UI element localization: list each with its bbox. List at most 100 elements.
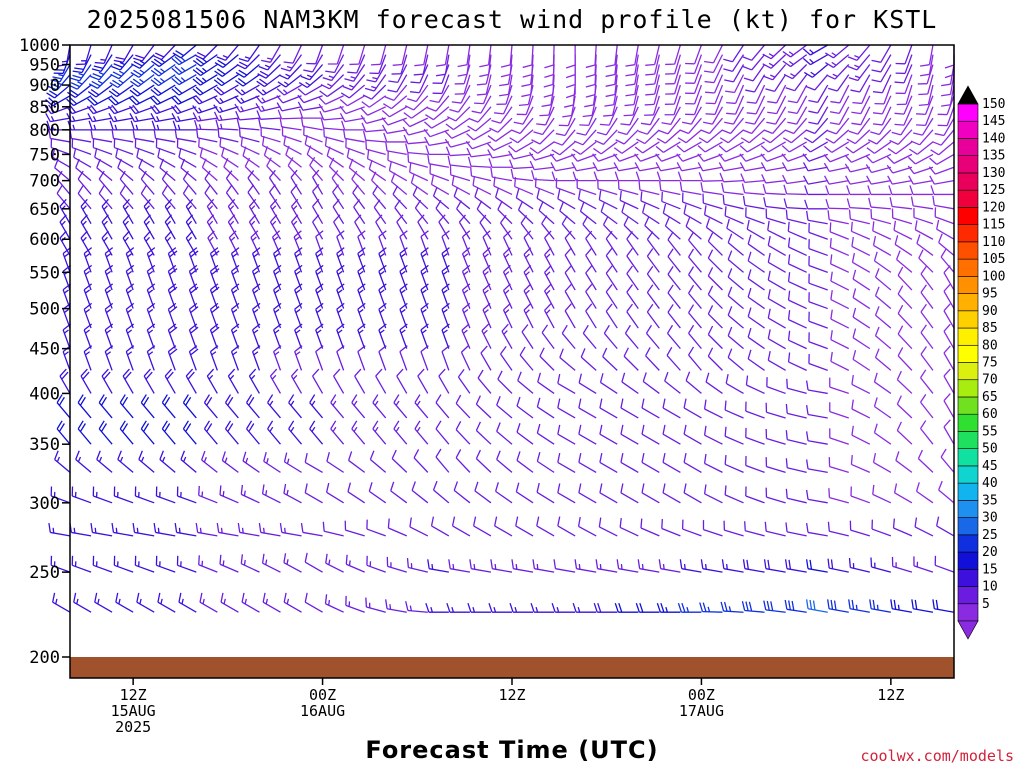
wind-barb — [315, 264, 324, 291]
wind-barb — [702, 193, 723, 210]
wind-barb — [683, 398, 702, 419]
colorbar-label: 30 — [982, 511, 998, 526]
wind-barb — [263, 452, 281, 473]
wind-barb — [593, 141, 618, 155]
wind-barb — [572, 171, 597, 182]
wind-barb — [940, 448, 955, 473]
colorbar-label: 20 — [982, 545, 998, 560]
wind-barb — [294, 345, 303, 371]
wind-barb — [763, 197, 786, 210]
colorbar-segment — [957, 172, 979, 191]
wind-barb — [499, 64, 513, 87]
wind-barb — [742, 195, 765, 210]
wind-barb — [870, 557, 892, 573]
wind-barb — [934, 555, 955, 573]
wind-barb — [155, 486, 176, 504]
wind-barb — [155, 555, 176, 573]
wind-barb — [666, 346, 681, 371]
wind-barb — [851, 399, 871, 419]
wind-barb — [603, 95, 618, 117]
wind-barb — [56, 185, 71, 210]
wind-barb — [664, 216, 681, 240]
wind-barb — [230, 323, 240, 349]
wind-barb — [80, 368, 92, 394]
wind-barb — [150, 104, 176, 115]
wind-barb — [785, 430, 807, 445]
wind-barb — [445, 146, 470, 157]
wind-barb — [83, 264, 93, 291]
wind-barb — [661, 191, 681, 210]
wind-barb — [929, 175, 955, 185]
wind-barb — [787, 254, 807, 273]
wind-barb — [914, 220, 934, 240]
wind-barb — [238, 127, 260, 143]
wind-barb — [578, 373, 597, 394]
wind-barb — [828, 488, 849, 504]
wind-barb — [332, 199, 345, 225]
wind-barb — [874, 326, 892, 350]
wind-barb — [825, 129, 850, 144]
wind-barb — [101, 230, 113, 256]
wind-barb — [665, 74, 682, 95]
wind-barb — [592, 153, 618, 162]
wind-barb — [765, 208, 786, 225]
wind-barb — [536, 452, 555, 473]
wind-barb — [429, 164, 450, 182]
wind-barb — [357, 230, 366, 256]
wind-barb — [271, 230, 282, 256]
wind-barb — [536, 106, 555, 126]
wind-barb — [745, 401, 765, 419]
wind-barb — [727, 306, 744, 329]
credit-text[interactable]: coolwx.com/models — [860, 747, 1014, 765]
wind-barb — [873, 423, 892, 445]
wind-barb — [502, 247, 513, 273]
wind-barb — [72, 54, 92, 74]
wind-barb — [727, 286, 744, 310]
wind-barb — [918, 249, 934, 273]
wind-barb — [707, 347, 723, 371]
wind-barb — [224, 420, 239, 445]
wind-barb — [577, 189, 597, 210]
wind-barb — [613, 141, 639, 154]
wind-barb — [593, 171, 618, 182]
wind-barb — [897, 347, 913, 371]
wind-barb — [848, 209, 870, 225]
wind-barb — [109, 120, 134, 131]
wind-barb — [234, 95, 260, 105]
wind-barb — [846, 129, 871, 145]
wind-barb — [146, 247, 156, 273]
wind-barb — [910, 196, 934, 210]
wind-barb — [369, 54, 387, 75]
wind-barb — [723, 520, 744, 537]
wind-barb — [578, 424, 597, 445]
wind-barb — [827, 521, 849, 537]
wind-barb — [519, 346, 534, 371]
wind-barb — [384, 84, 408, 101]
wind-barb — [682, 106, 702, 125]
wind-barb — [825, 185, 849, 196]
wind-barb — [745, 106, 766, 125]
wind-barb — [745, 456, 765, 473]
wind-barb — [605, 230, 618, 256]
wind-barb — [688, 346, 702, 371]
wind-barb — [679, 181, 702, 196]
wind-barb — [77, 394, 92, 419]
wind-barb — [420, 247, 429, 273]
wind-barb — [565, 45, 576, 69]
colorbar-label: 5 — [982, 597, 990, 612]
wind-barb — [619, 190, 639, 210]
wind-barb — [494, 95, 513, 115]
wind-barb — [937, 95, 955, 116]
wind-barb — [767, 236, 786, 256]
wind-barb — [537, 372, 555, 394]
wind-barb — [707, 249, 723, 273]
y-tick-label: 300 — [29, 494, 60, 514]
wind-barb — [283, 553, 302, 573]
wind-barb — [399, 230, 408, 256]
wind-barb — [499, 345, 513, 371]
wind-barb — [724, 64, 745, 83]
wind-barb — [277, 109, 302, 120]
wind-barb — [523, 247, 534, 273]
wind-barb — [719, 172, 744, 183]
wind-barb — [564, 303, 576, 329]
